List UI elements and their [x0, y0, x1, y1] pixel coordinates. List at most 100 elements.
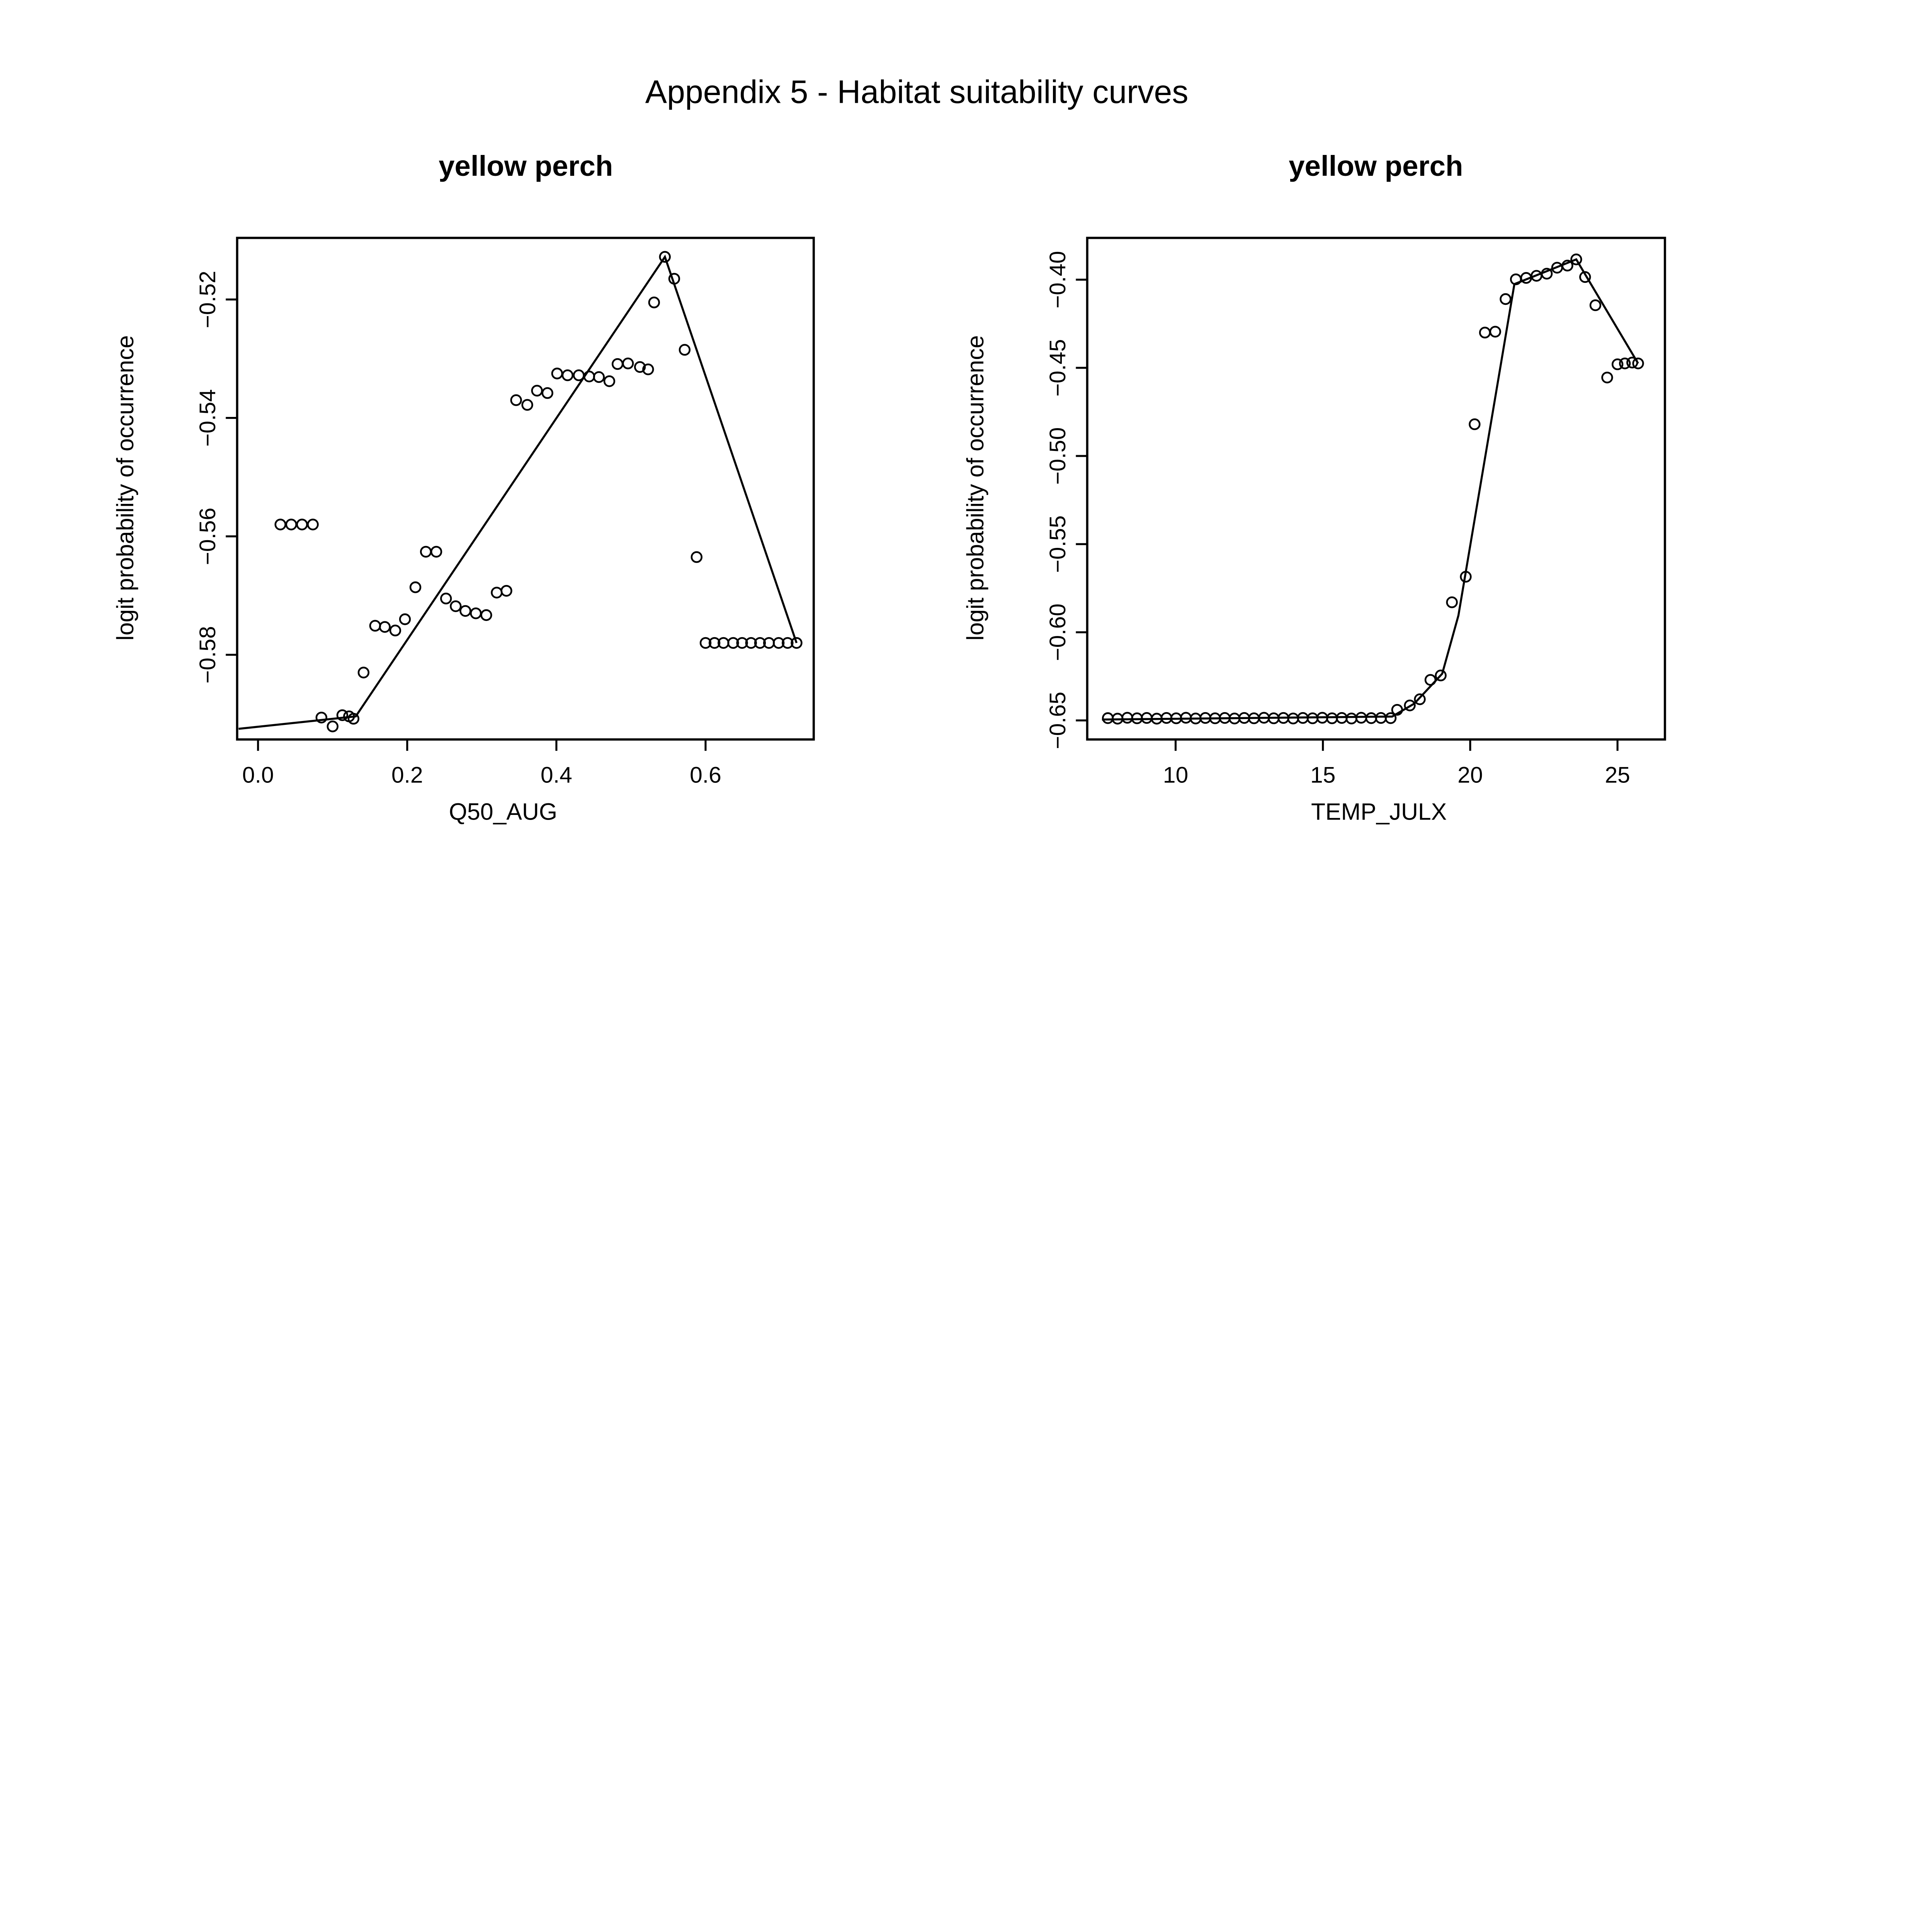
x-tick-label: 0.4	[541, 762, 572, 787]
y-tick-label: −0.55	[1045, 515, 1070, 573]
data-point	[1589, 299, 1602, 311]
data-point	[430, 546, 442, 558]
x-tick-label: 0.6	[690, 762, 721, 787]
plot-box	[236, 236, 815, 741]
data-point	[459, 605, 471, 617]
data-point	[782, 637, 794, 649]
data-point	[307, 519, 319, 531]
data-point	[1345, 713, 1357, 724]
x-tick-label: 0.0	[242, 762, 274, 787]
data-point	[679, 344, 691, 356]
y-tick-label: −0.65	[1045, 692, 1070, 749]
x-tick-label: 20	[1458, 762, 1483, 787]
data-point	[1391, 704, 1403, 716]
chart-title: yellow perch	[1289, 150, 1463, 182]
data-point	[389, 624, 401, 636]
data-point	[1579, 271, 1591, 283]
data-point	[561, 369, 574, 381]
data-point	[409, 581, 422, 594]
data-point	[791, 637, 803, 649]
data-point	[541, 387, 553, 399]
data-point	[551, 367, 563, 379]
data-point	[1326, 712, 1338, 724]
y-axis-label: logit probability of occurrence	[112, 335, 138, 641]
data-point	[1365, 712, 1377, 724]
data-point	[1435, 669, 1447, 682]
page-title: Appendix 5 - Habitat suitability curves	[645, 74, 1189, 110]
data-point	[440, 592, 452, 605]
plot-box	[1086, 236, 1666, 741]
data-point	[772, 637, 785, 649]
data-point	[1500, 293, 1512, 305]
fitted-curve	[238, 254, 798, 730]
data-point	[336, 709, 349, 721]
data-point	[634, 361, 646, 373]
data-point	[1619, 357, 1631, 369]
data-point	[736, 637, 748, 649]
data-point	[668, 273, 680, 285]
data-point	[1460, 571, 1472, 583]
chart-title: yellow perch	[439, 150, 613, 182]
data-point	[622, 357, 634, 369]
fitted-curve	[1102, 258, 1639, 721]
data-point	[593, 371, 605, 383]
data-point	[480, 609, 492, 621]
data-point	[315, 711, 328, 724]
data-point	[1102, 712, 1114, 724]
x-tick-label: 15	[1310, 762, 1335, 787]
data-point	[347, 713, 360, 725]
data-point	[1404, 699, 1416, 711]
y-tick-label: −0.40	[1045, 251, 1070, 308]
data-point	[1611, 358, 1624, 371]
data-point	[708, 637, 721, 649]
y-tick-label: −0.60	[1045, 604, 1070, 661]
y-tick-label: −0.52	[195, 271, 220, 328]
data-point	[1561, 260, 1573, 272]
data-point	[612, 358, 624, 370]
data-point	[1541, 268, 1553, 280]
data-point	[491, 587, 503, 599]
data-point	[699, 637, 712, 649]
y-tick-label: −0.50	[1045, 427, 1070, 485]
x-axis-label: TEMP_JULX	[1311, 799, 1447, 825]
data-point	[1626, 357, 1638, 369]
data-point	[745, 637, 757, 649]
data-point	[583, 371, 595, 383]
data-point	[357, 667, 370, 679]
data-point	[1384, 712, 1397, 724]
data-point	[642, 363, 654, 376]
data-point	[1446, 596, 1458, 608]
data-point	[1632, 357, 1644, 369]
scatter-points	[1102, 253, 1644, 725]
data-point	[1570, 253, 1582, 265]
x-tick-label: 0.2	[391, 762, 423, 787]
data-point	[369, 620, 381, 632]
data-point	[285, 519, 297, 531]
data-point	[327, 720, 339, 733]
data-point	[603, 375, 616, 387]
y-axis-ticks: −0.52 −0.54 −0.56 −0.58	[195, 271, 237, 684]
data-point	[531, 384, 543, 397]
fitted-line	[1102, 258, 1639, 721]
y-tick-label: −0.58	[195, 626, 220, 684]
y-tick-label: −0.45	[1045, 339, 1070, 397]
data-point	[1424, 674, 1437, 686]
data-point	[1375, 712, 1387, 724]
data-point	[521, 399, 533, 411]
data-point	[500, 585, 512, 597]
data-point	[399, 613, 411, 625]
data-point	[727, 637, 739, 649]
y-tick-label: −0.54	[195, 389, 220, 447]
data-point	[573, 369, 585, 381]
scatter-points	[274, 251, 803, 733]
data-point	[274, 519, 286, 531]
data-point	[296, 519, 308, 531]
data-point	[450, 600, 462, 612]
data-point	[1414, 693, 1426, 705]
chart-q50-aug: yellow perch Q50_AUG logit probability o…	[112, 150, 815, 825]
data-point	[659, 251, 671, 263]
fitted-line	[238, 254, 798, 730]
data-point	[1489, 326, 1501, 338]
data-point	[690, 551, 703, 563]
